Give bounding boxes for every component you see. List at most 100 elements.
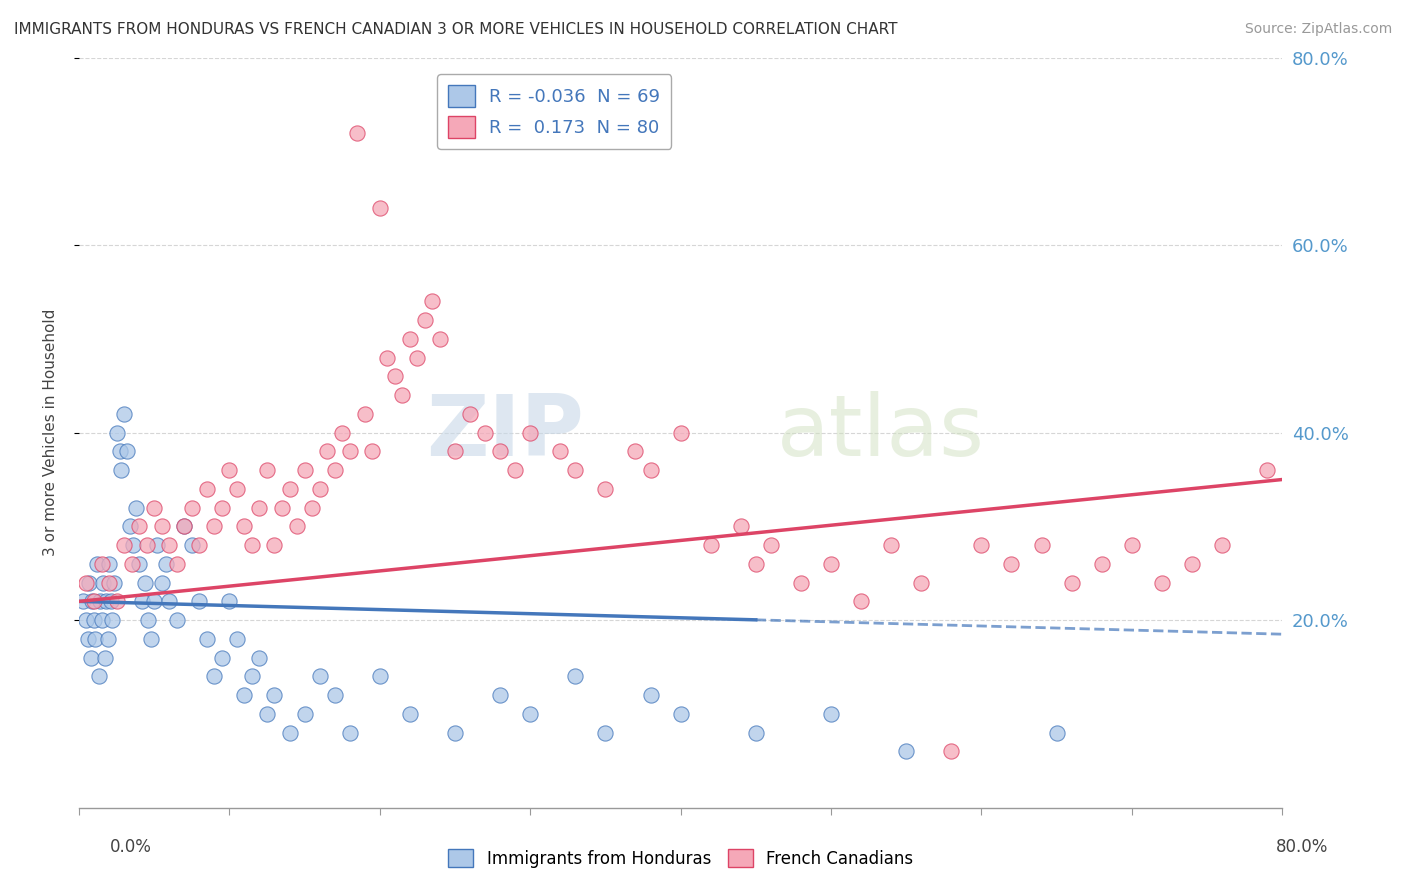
Point — [308, 482, 330, 496]
Point — [339, 444, 361, 458]
Point — [166, 613, 188, 627]
Point — [308, 669, 330, 683]
Text: 0.0%: 0.0% — [110, 838, 152, 855]
Point — [143, 500, 166, 515]
Point — [72, 594, 94, 608]
Point — [134, 575, 156, 590]
Point — [141, 632, 163, 646]
Point — [1031, 538, 1053, 552]
Point — [399, 332, 422, 346]
Point — [941, 744, 963, 758]
Point — [820, 557, 842, 571]
Text: Source: ZipAtlas.com: Source: ZipAtlas.com — [1244, 22, 1392, 37]
Point — [1060, 575, 1083, 590]
Point — [368, 669, 391, 683]
Point — [444, 725, 467, 739]
Point — [233, 519, 256, 533]
Point — [112, 538, 135, 552]
Point — [519, 425, 541, 440]
Point — [94, 594, 117, 608]
Point — [87, 669, 110, 683]
Point — [122, 538, 145, 552]
Point — [155, 557, 177, 571]
Point — [202, 669, 225, 683]
Point — [294, 706, 316, 721]
Point — [120, 519, 142, 533]
Point — [256, 706, 278, 721]
Point — [669, 706, 692, 721]
Point — [519, 706, 541, 721]
Point — [429, 332, 451, 346]
Point — [330, 425, 353, 440]
Point — [1256, 463, 1278, 477]
Point — [101, 613, 124, 627]
Point — [595, 482, 617, 496]
Point — [353, 407, 375, 421]
Text: 80.0%: 80.0% — [1277, 838, 1329, 855]
Point — [110, 463, 132, 477]
Point — [730, 519, 752, 533]
Point — [240, 538, 263, 552]
Point — [90, 557, 112, 571]
Point — [98, 557, 121, 571]
Point — [1211, 538, 1233, 552]
Point — [180, 500, 202, 515]
Point — [759, 538, 782, 552]
Point — [225, 482, 247, 496]
Point — [173, 519, 195, 533]
Point — [96, 632, 118, 646]
Point — [548, 444, 571, 458]
Point — [474, 425, 496, 440]
Point — [263, 688, 285, 702]
Point — [1181, 557, 1204, 571]
Text: IMMIGRANTS FROM HONDURAS VS FRENCH CANADIAN 3 OR MORE VEHICLES IN HOUSEHOLD CORR: IMMIGRANTS FROM HONDURAS VS FRENCH CANAD… — [14, 22, 897, 37]
Point — [150, 575, 173, 590]
Point — [98, 575, 121, 590]
Point — [294, 463, 316, 477]
Point — [249, 500, 271, 515]
Point — [399, 706, 422, 721]
Point — [125, 500, 148, 515]
Point — [669, 425, 692, 440]
Point — [77, 632, 100, 646]
Point — [271, 500, 294, 515]
Point — [103, 575, 125, 590]
Point — [910, 575, 932, 590]
Point — [93, 650, 115, 665]
Point — [278, 482, 301, 496]
Point — [699, 538, 721, 552]
Point — [80, 650, 103, 665]
Point — [339, 725, 361, 739]
Point — [135, 538, 157, 552]
Point — [346, 126, 368, 140]
Point — [131, 594, 153, 608]
Point — [136, 613, 159, 627]
Point — [249, 650, 271, 665]
Point — [323, 688, 346, 702]
Text: ZIP: ZIP — [426, 392, 585, 475]
Point — [157, 538, 180, 552]
Point — [150, 519, 173, 533]
Point — [76, 575, 98, 590]
Point — [896, 744, 918, 758]
Point — [143, 594, 166, 608]
Point — [218, 594, 240, 608]
Point — [79, 575, 101, 590]
Point — [218, 463, 240, 477]
Point — [188, 538, 211, 552]
Point — [458, 407, 481, 421]
Point — [970, 538, 993, 552]
Point — [624, 444, 647, 458]
Point — [489, 688, 512, 702]
Point — [76, 613, 98, 627]
Point — [105, 594, 128, 608]
Point — [83, 613, 105, 627]
Point — [91, 575, 114, 590]
Point — [100, 594, 122, 608]
Point — [640, 688, 662, 702]
Point — [180, 538, 202, 552]
Point — [115, 444, 138, 458]
Point — [211, 500, 233, 515]
Point — [564, 463, 586, 477]
Point — [90, 613, 112, 627]
